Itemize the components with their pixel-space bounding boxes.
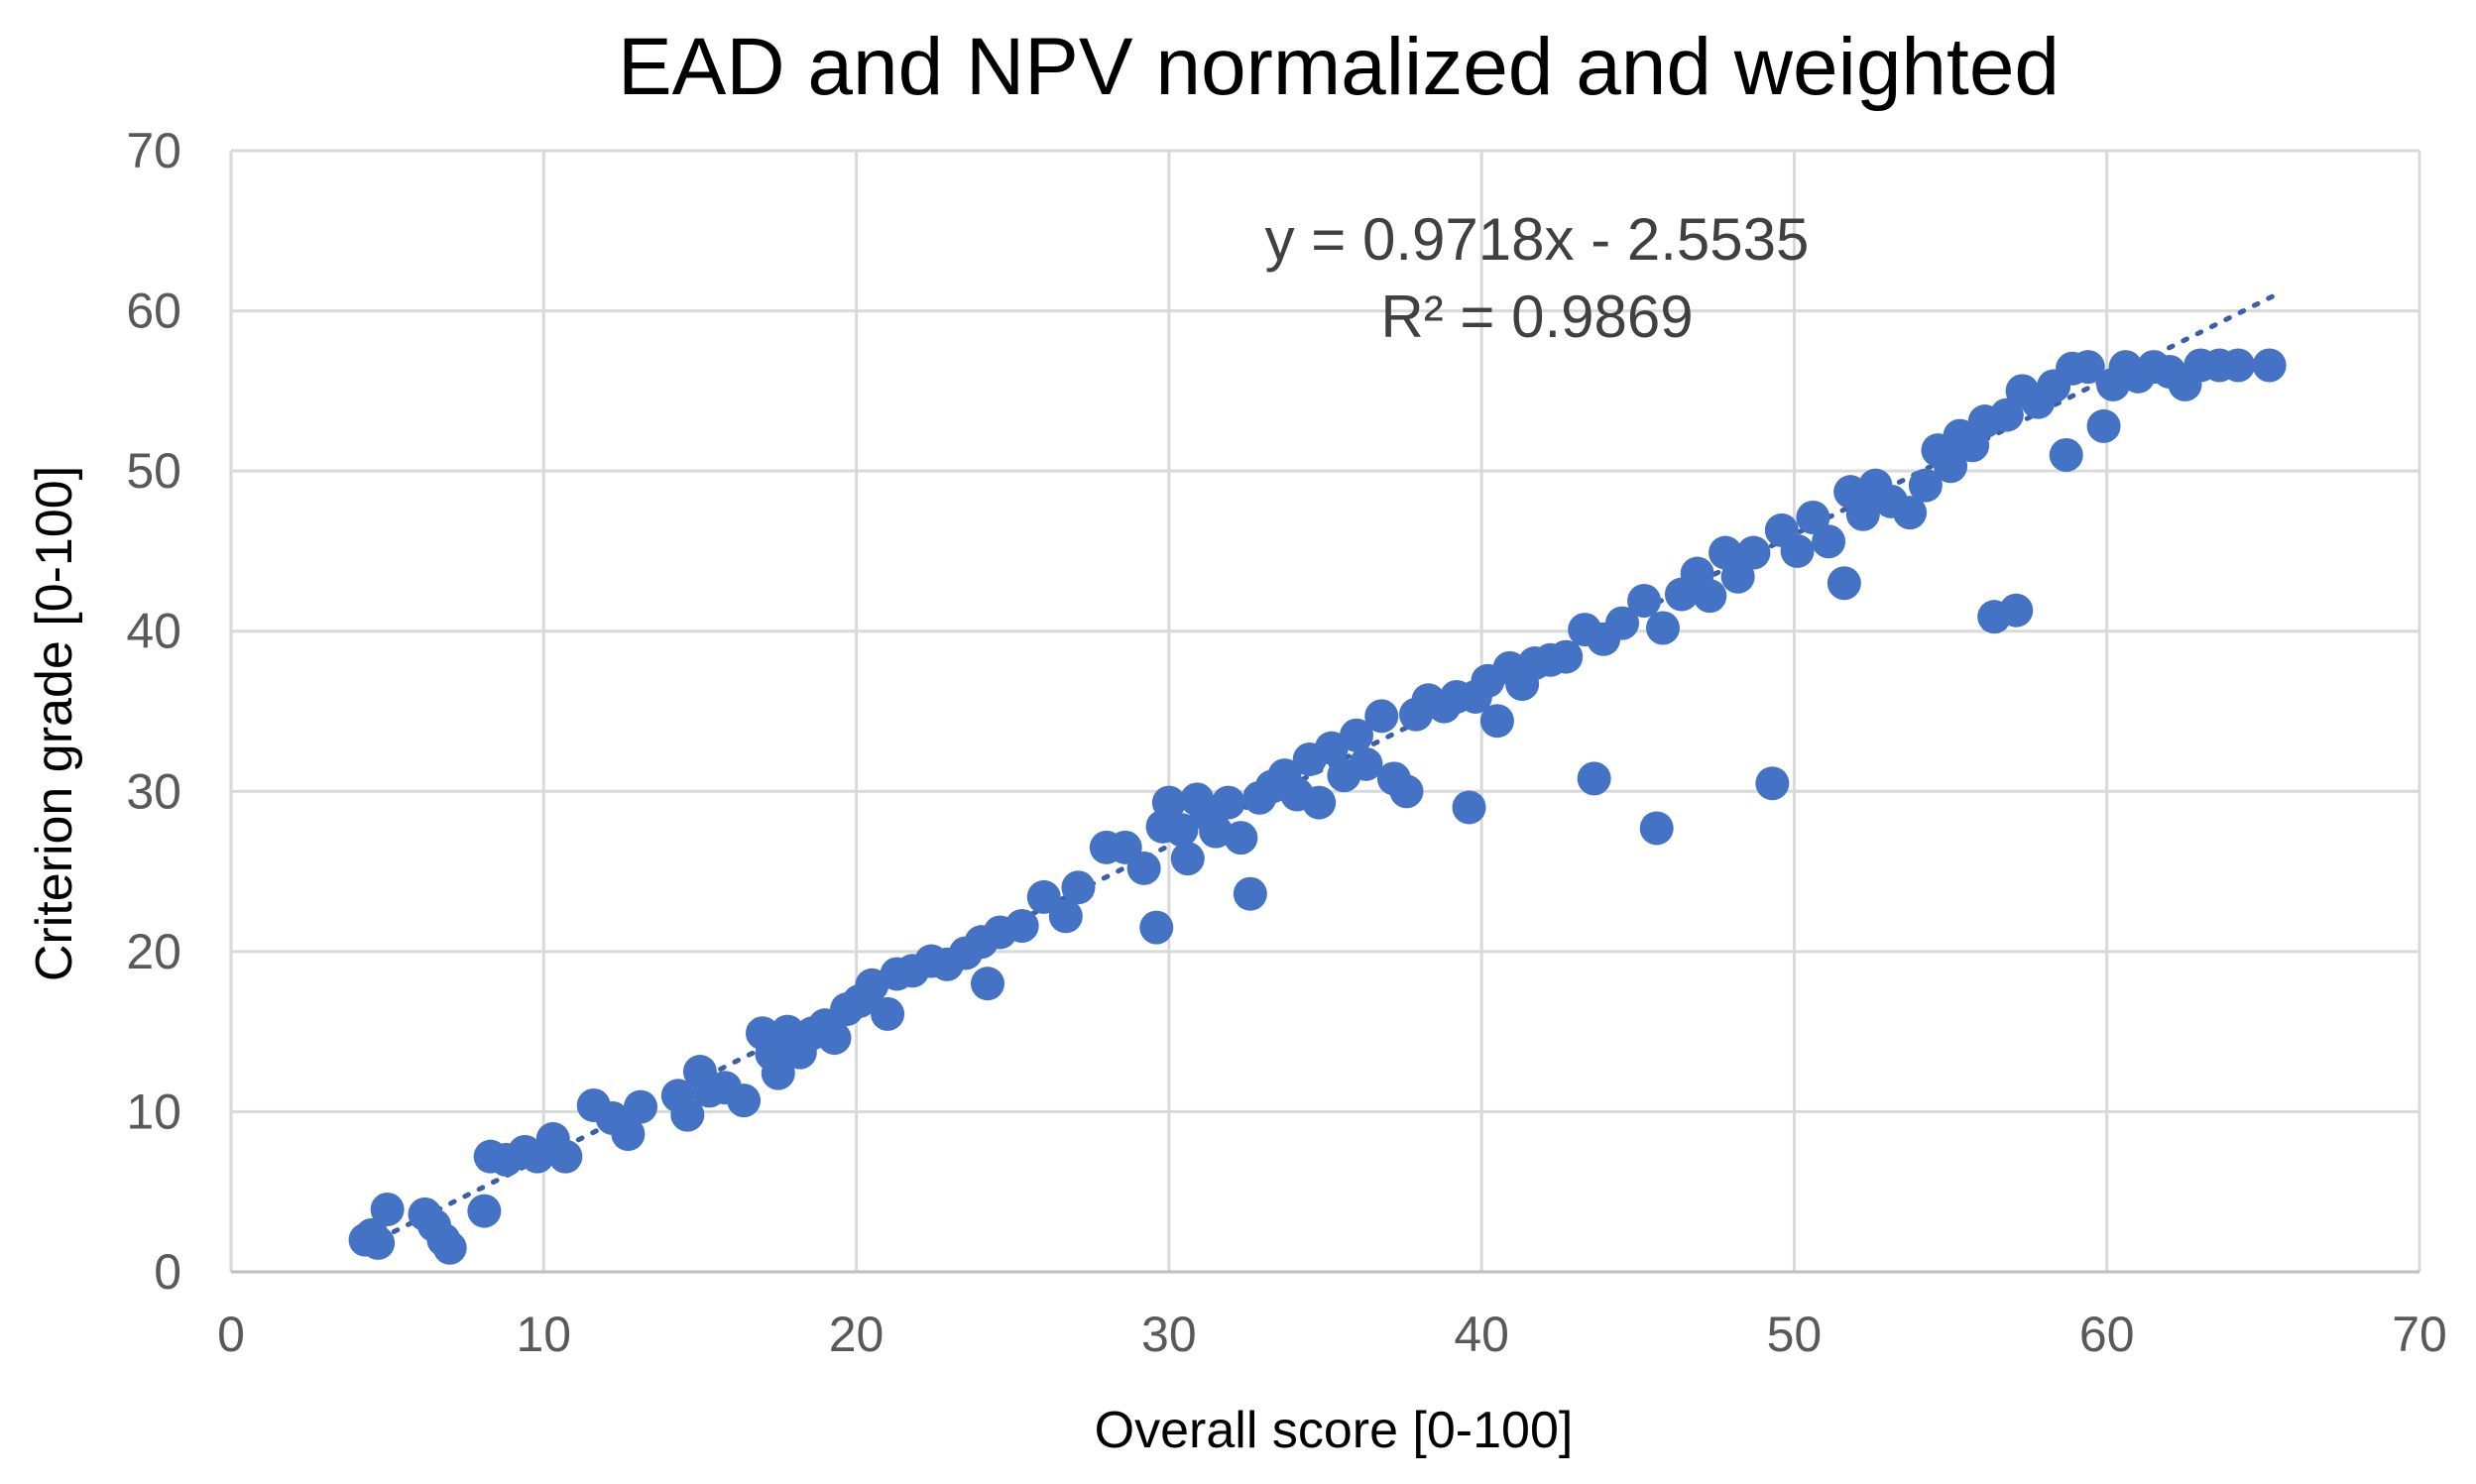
data-point [1061,870,1096,905]
gridlines [229,149,2421,1274]
data-point [1605,606,1640,640]
data-point [1026,879,1061,914]
data-point [1934,449,1968,484]
y-tick-label: 0 [154,1244,181,1300]
x-tick-label: 60 [2079,1307,2135,1362]
data-point [1164,813,1199,848]
x-tick-label: 40 [1454,1307,1509,1362]
x-tick-label: 20 [829,1307,884,1362]
y-tick-label: 20 [126,924,181,979]
data-point [2221,348,2256,383]
y-tick-label: 70 [126,123,181,178]
data-point [1736,535,1771,570]
data-point [611,1117,646,1152]
x-tick-label: 10 [516,1307,571,1362]
data-point [1389,774,1424,809]
data-point [1989,398,2024,432]
data-point [727,1084,762,1118]
data-point [1893,496,1928,530]
data-point [1627,584,1662,619]
data-point [624,1089,658,1124]
data-point [1364,699,1399,734]
data-point [2252,348,2287,383]
data-point [761,1056,795,1090]
data-point [1479,704,1514,739]
data-point [2086,408,2121,443]
data-point [1796,500,1830,534]
data-point [1233,876,1267,911]
data-point [1908,468,1943,503]
data-point [1720,559,1755,594]
data-point [1004,909,1039,944]
data-point [1126,851,1161,885]
data-point [370,1192,405,1226]
y-tick-label: 40 [126,604,181,659]
data-point [1827,566,1861,601]
data-point [2070,350,2105,385]
data-point [670,1097,705,1132]
y-axis-ticks: 0 10 20 30 40 50 60 70 [126,123,181,1300]
data-point [1349,746,1383,781]
data-point [871,996,905,1031]
trendline-equation: y = 0.9718x - 2.5535 [1265,206,1810,273]
y-axis-label: Criterion grade [0-100] [26,466,83,981]
data-point [1170,842,1205,876]
x-tick-label: 30 [1141,1307,1197,1362]
data-point [2049,437,2083,472]
trendline-r2: R² = 0.9869 [1380,284,1693,350]
data-point [1812,524,1846,559]
data-point [1577,761,1611,796]
x-axis-label: Overall score [0-100] [1095,1402,1574,1459]
y-tick-label: 50 [126,443,181,499]
data-point [1639,811,1674,846]
x-tick-label: 50 [1767,1307,1823,1362]
data-point [1139,910,1174,945]
data-point [467,1194,502,1228]
data-point [1211,785,1245,820]
data-point [1780,533,1815,568]
y-tick-label: 10 [126,1084,181,1139]
data-point [1646,611,1681,645]
data-point [432,1230,467,1265]
data-point [1549,639,1584,674]
x-axis-ticks: 0 10 20 30 40 50 60 70 [217,1307,2447,1362]
data-point [970,967,1004,1001]
data-point [1999,593,2034,628]
data-point [1845,497,1880,531]
data-point [1048,899,1083,934]
data-point [1224,821,1258,856]
chart-title: EAD and NPV normalized and weighted [618,22,2060,112]
data-point [361,1225,396,1260]
data-point [548,1139,583,1174]
x-tick-label: 0 [217,1307,245,1362]
y-tick-label: 30 [126,763,181,819]
data-point [1302,785,1337,820]
data-point [1693,579,1727,614]
x-tick-label: 70 [2392,1307,2447,1362]
data-point [1314,731,1349,765]
data-point [1755,766,1790,801]
data-point [1340,718,1374,752]
data-point [1151,785,1186,820]
data-points [348,348,2287,1265]
data-point [1452,790,1486,825]
data-point [817,1021,852,1056]
y-tick-label: 60 [126,284,181,339]
